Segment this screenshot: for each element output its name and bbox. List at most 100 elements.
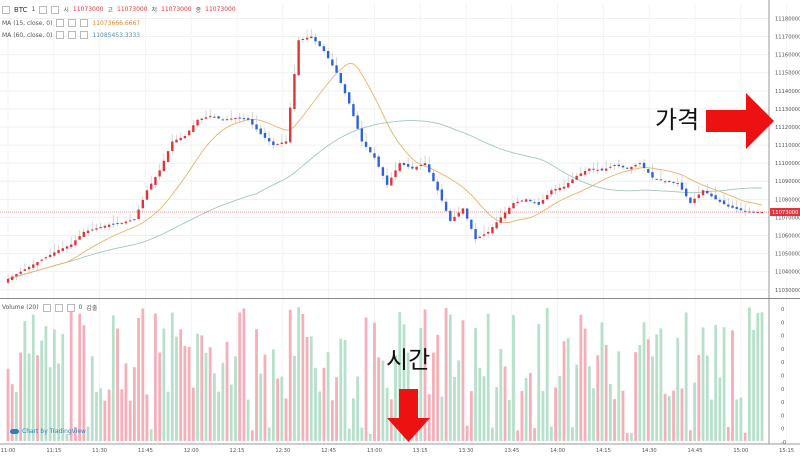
ma60-line bbox=[7, 120, 763, 280]
volume-bar bbox=[10, 384, 14, 441]
candle-body bbox=[634, 164, 637, 167]
close-icon[interactable] bbox=[80, 19, 89, 27]
eye-icon[interactable] bbox=[56, 31, 65, 39]
volume-bar bbox=[701, 327, 705, 441]
time-tick-label: 15:15 bbox=[779, 448, 794, 454]
candle-body bbox=[124, 221, 128, 224]
candle-body bbox=[672, 181, 675, 183]
candle-body bbox=[284, 141, 288, 144]
price-tick-label: 11110000 bbox=[775, 143, 800, 149]
volume-bar bbox=[613, 399, 616, 441]
checkbox-icon[interactable] bbox=[2, 5, 10, 14]
candle-body bbox=[251, 119, 254, 125]
candle-body bbox=[377, 156, 380, 167]
volume-bar bbox=[318, 391, 322, 441]
time-tick-label: 12:15 bbox=[230, 448, 245, 454]
candle-body bbox=[57, 249, 60, 254]
volume-bar bbox=[339, 338, 343, 441]
time-tick-label: 14:30 bbox=[642, 448, 657, 454]
close-label: 종 bbox=[195, 7, 202, 14]
candle-body bbox=[499, 217, 503, 223]
candle-body bbox=[487, 231, 490, 234]
symbol-legend: BTC 1 시 11073000 고 11073000 저 11073000 종… bbox=[2, 5, 236, 14]
volume-bar bbox=[166, 391, 170, 441]
settings-icon[interactable] bbox=[68, 19, 77, 27]
volume-bar bbox=[630, 433, 633, 441]
time-tick-label: 11:45 bbox=[138, 448, 153, 454]
candle-body bbox=[74, 240, 77, 246]
volume-bar bbox=[309, 336, 313, 441]
volume-bar bbox=[352, 398, 355, 441]
candle-body bbox=[508, 207, 511, 214]
eye-icon[interactable] bbox=[42, 303, 51, 312]
candle-body bbox=[95, 228, 98, 230]
price-tick-label: 11170000 bbox=[775, 35, 800, 41]
volume-bar bbox=[141, 308, 145, 441]
settings-icon[interactable] bbox=[39, 5, 48, 14]
current-price-label: 11073000 bbox=[772, 210, 798, 216]
candle-body bbox=[550, 190, 553, 195]
candle-body bbox=[267, 138, 271, 142]
volume-bar bbox=[27, 353, 31, 441]
volume-tick-label: 0 bbox=[781, 427, 784, 433]
candle-body bbox=[141, 199, 144, 209]
price-tick-label: 11040000 bbox=[775, 270, 800, 276]
candle-body bbox=[714, 195, 717, 200]
price-tick-label: 11150000 bbox=[775, 71, 800, 77]
tradingview-watermark[interactable]: Chart by TradingView bbox=[10, 428, 86, 435]
candle-body bbox=[609, 166, 612, 168]
volume-bar bbox=[482, 376, 486, 441]
volume-bar bbox=[229, 384, 233, 441]
eye-icon[interactable] bbox=[56, 19, 65, 27]
volume-bar bbox=[469, 391, 473, 441]
close-value: 11073000 bbox=[205, 6, 236, 13]
candle-body bbox=[558, 187, 562, 191]
candle-body bbox=[436, 181, 439, 191]
candle-body bbox=[474, 229, 477, 240]
time-tick-label: 11:30 bbox=[92, 448, 107, 454]
price-tick-label: 11130000 bbox=[775, 107, 800, 113]
candle-body bbox=[512, 202, 515, 209]
volume-bar bbox=[491, 427, 494, 441]
volume-bar bbox=[78, 313, 82, 441]
candle-body bbox=[162, 160, 166, 172]
volume-bar bbox=[541, 391, 545, 441]
candle-body bbox=[638, 163, 642, 165]
settings-icon[interactable] bbox=[68, 31, 77, 39]
candle-body bbox=[242, 118, 246, 120]
time-tick-label: 14:00 bbox=[550, 448, 565, 454]
candle-body bbox=[158, 170, 161, 177]
volume-bar bbox=[335, 377, 338, 441]
volume-bar bbox=[714, 325, 718, 441]
close-icon[interactable] bbox=[80, 31, 89, 39]
volume-bar bbox=[562, 341, 566, 441]
candle-body bbox=[246, 118, 250, 120]
volume-bar bbox=[760, 312, 764, 441]
time-tick-label: 15:00 bbox=[733, 448, 748, 454]
candle-body bbox=[65, 246, 69, 249]
candle-body bbox=[739, 208, 743, 211]
candle-body bbox=[617, 164, 620, 167]
volume-bar bbox=[726, 426, 730, 441]
eye-icon[interactable] bbox=[51, 5, 60, 14]
symbol-label: BTC bbox=[14, 5, 28, 14]
settings-icon[interactable] bbox=[54, 303, 63, 312]
candle-body bbox=[579, 173, 583, 176]
volume-bar bbox=[587, 366, 591, 441]
close-icon[interactable] bbox=[66, 303, 75, 312]
candle-body bbox=[642, 162, 646, 168]
volume-bar bbox=[512, 314, 515, 441]
volume-bar bbox=[722, 327, 726, 441]
volume-bar bbox=[634, 352, 638, 441]
volume-bar bbox=[36, 355, 39, 441]
volume-bar bbox=[364, 317, 368, 441]
candle-body bbox=[23, 269, 27, 271]
candle-body bbox=[402, 162, 406, 165]
volume-bar bbox=[137, 317, 140, 441]
candle-body bbox=[120, 222, 123, 224]
candle-body bbox=[588, 168, 591, 171]
candle-body bbox=[61, 248, 64, 251]
candle-body bbox=[27, 266, 31, 270]
candle-body bbox=[196, 119, 199, 126]
